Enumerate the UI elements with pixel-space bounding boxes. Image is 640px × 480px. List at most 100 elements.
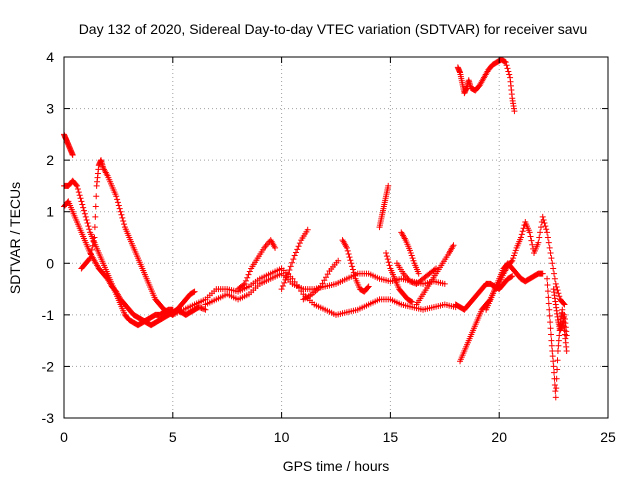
data-point: [118, 211, 125, 218]
y-tick-label: 2: [46, 152, 54, 168]
data-point: [409, 255, 416, 262]
series-t: [544, 275, 570, 401]
data-point: [287, 263, 294, 270]
data-point: [537, 229, 544, 236]
data-point: [503, 62, 510, 69]
x-tick-label: 10: [274, 429, 290, 445]
data-point: [74, 186, 81, 193]
data-point: [349, 263, 356, 270]
data-point: [555, 290, 562, 297]
series-a: [61, 131, 76, 158]
data-point: [551, 275, 558, 282]
series-u: [550, 286, 570, 339]
data-point: [114, 196, 121, 203]
data-point: [364, 284, 371, 291]
series-g: [235, 237, 279, 293]
data-point: [549, 260, 556, 267]
data-point: [556, 332, 563, 339]
data-point: [552, 388, 559, 395]
data-point: [351, 272, 358, 279]
data-point: [563, 347, 570, 354]
data-point: [441, 280, 448, 287]
data-point: [344, 247, 351, 254]
data-point: [551, 381, 558, 388]
data-point: [75, 189, 82, 196]
data-point: [289, 275, 296, 282]
data-point: [546, 306, 553, 313]
data-point: [317, 283, 324, 290]
data-point: [246, 268, 253, 275]
data-point: [528, 237, 535, 244]
series-o: [413, 242, 457, 308]
data-point: [324, 271, 331, 278]
data-point: [201, 306, 208, 313]
data-point: [117, 208, 124, 215]
data-point: [92, 213, 99, 220]
data-point: [510, 252, 517, 259]
data-point: [285, 270, 292, 277]
data-point: [120, 217, 127, 224]
data-point: [549, 353, 556, 360]
data-point: [114, 199, 121, 206]
data-point: [82, 213, 89, 220]
data-point: [539, 213, 546, 220]
data-point: [190, 289, 197, 296]
data-point: [91, 224, 98, 231]
x-tick-label: 5: [169, 429, 177, 445]
data-point: [519, 228, 526, 235]
data-point: [80, 204, 87, 211]
data-point: [550, 363, 557, 370]
data-point: [535, 239, 542, 246]
data-point: [509, 273, 516, 280]
data-point: [517, 234, 524, 241]
data-point: [245, 271, 252, 278]
data-point: [495, 281, 502, 288]
data-point: [406, 278, 413, 285]
data-point: [241, 280, 248, 287]
data-point: [553, 284, 560, 291]
data-point: [505, 68, 512, 75]
series-r: [483, 213, 568, 313]
data-point: [121, 221, 128, 228]
y-tick-label: 0: [46, 255, 54, 271]
data-point: [554, 366, 561, 373]
data-point: [553, 385, 560, 392]
series-d: [78, 157, 198, 318]
data-point: [191, 288, 198, 295]
data-point: [350, 269, 357, 276]
data-point: [410, 257, 417, 264]
data-point: [544, 275, 551, 282]
data-point: [292, 249, 299, 256]
data-point: [78, 198, 85, 205]
series-l: [383, 249, 416, 305]
data-point: [560, 300, 567, 307]
data-point: [92, 203, 99, 210]
data-point: [529, 241, 536, 248]
data-point: [512, 247, 519, 254]
y-tick-label: -1: [42, 307, 55, 323]
data-point: [365, 283, 372, 290]
data-point: [321, 277, 328, 284]
data-point: [508, 273, 515, 280]
data-point: [551, 270, 558, 277]
data-point: [547, 249, 554, 256]
data-point: [240, 281, 247, 288]
plot-frame: [63, 56, 609, 419]
data-point: [202, 306, 209, 313]
data-point: [345, 251, 352, 258]
data-point: [286, 266, 293, 273]
data-point: [544, 229, 551, 236]
y-tick-label: 3: [46, 101, 54, 117]
data-point: [384, 256, 391, 263]
data-point: [510, 255, 517, 262]
data-point: [407, 249, 414, 256]
x-tick-label: 25: [600, 429, 616, 445]
data-point: [412, 280, 419, 287]
data-point: [348, 260, 355, 267]
data-point: [77, 195, 84, 202]
data-points: [61, 56, 570, 401]
data-point: [296, 240, 303, 247]
data-point: [545, 294, 552, 301]
data-point: [508, 258, 515, 265]
